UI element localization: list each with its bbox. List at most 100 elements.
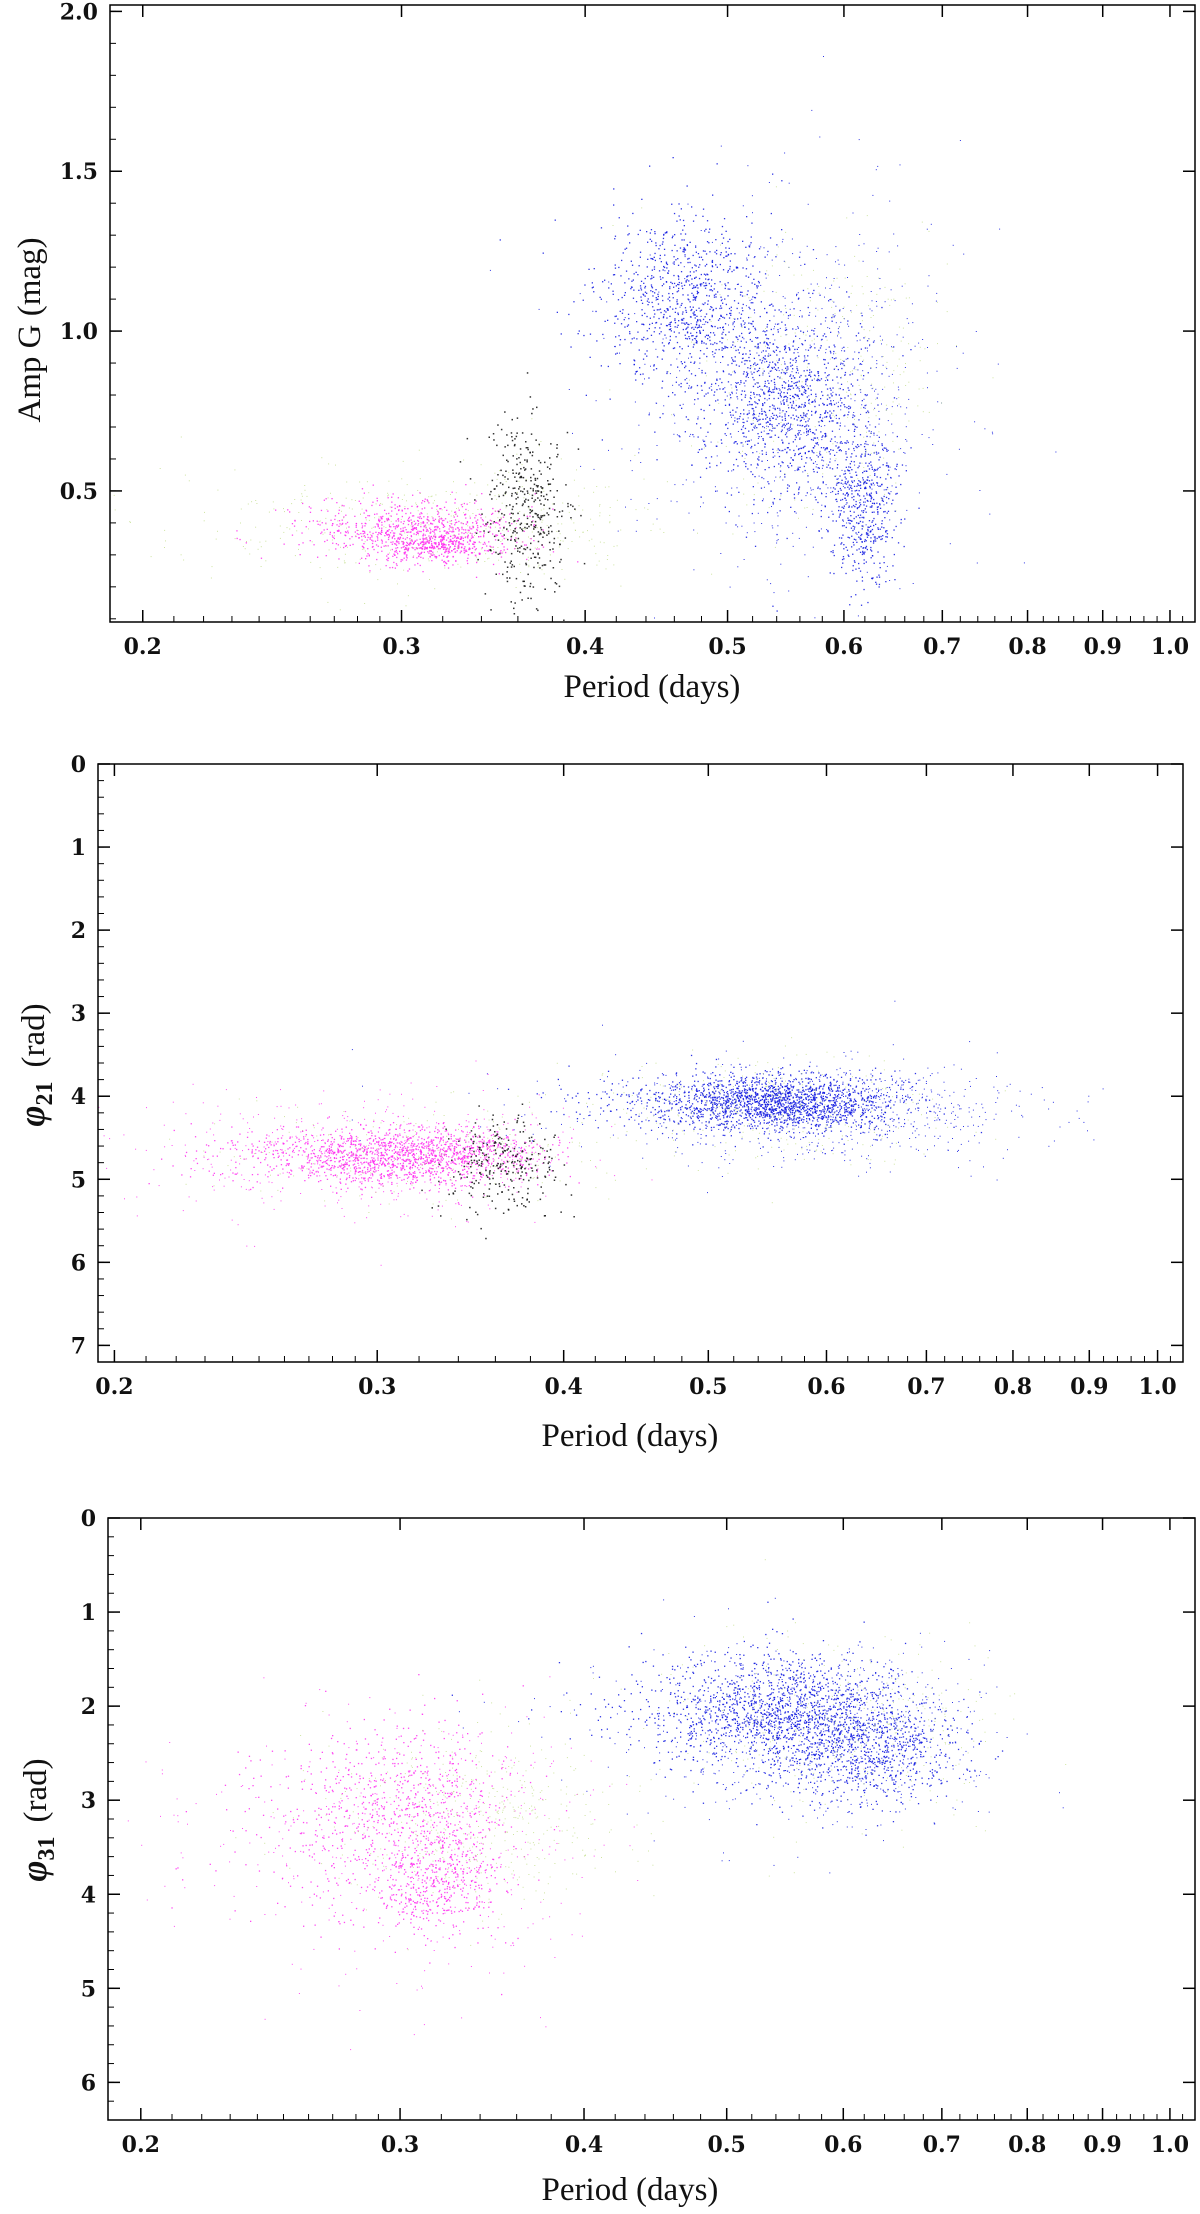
scatter-point [800, 499, 803, 501]
scatter-point [886, 408, 888, 410]
scatter-point [308, 506, 310, 508]
scatter-point [459, 542, 462, 545]
scatter-point [454, 511, 457, 513]
scatter-point [419, 478, 421, 480]
scatter-point [245, 542, 247, 544]
scatter-point [758, 423, 760, 426]
scatter-point [853, 499, 855, 501]
scatter-point [556, 456, 558, 458]
scatter-point [335, 464, 336, 466]
scatter-point [876, 251, 878, 252]
scatter-point [524, 523, 526, 525]
scatter-point [726, 313, 728, 316]
scatter-point [765, 451, 767, 453]
scatter-point [399, 505, 401, 507]
scatter-point [830, 551, 832, 553]
scatter-point [364, 525, 366, 527]
scatter-point [781, 419, 784, 421]
scatter-point [865, 511, 867, 513]
scatter-point [403, 548, 406, 551]
scatter-point [670, 500, 672, 502]
scatter-point [807, 430, 809, 432]
scatter-point [776, 323, 779, 325]
scatter-point [689, 301, 691, 303]
scatter-point [829, 410, 831, 412]
scatter-point [773, 592, 775, 594]
scatter-point [876, 508, 879, 511]
scatter-point [830, 400, 832, 402]
scatter-point [761, 413, 763, 415]
scatter-point [835, 484, 838, 486]
scatter-point [596, 486, 598, 487]
scatter-point [391, 566, 394, 569]
scatter-point [647, 258, 649, 260]
scatter-point [731, 387, 733, 389]
scatter-point [804, 339, 806, 342]
scatter-point [497, 522, 499, 524]
scatter-point [873, 326, 875, 328]
scatter-point [725, 251, 727, 253]
scatter-point [466, 560, 468, 562]
scatter-point [745, 376, 747, 378]
scatter-point [379, 504, 381, 506]
scatter-point [789, 401, 792, 404]
scatter-point [740, 317, 742, 319]
scatter-point [818, 404, 820, 406]
scatter-point [255, 500, 257, 501]
scatter-point [769, 370, 771, 372]
scatter-point [693, 529, 695, 531]
scatter-point [869, 424, 871, 426]
scatter-point [782, 296, 784, 298]
scatter-point [689, 261, 691, 264]
scatter-point [776, 542, 778, 544]
scatter-point [848, 484, 851, 486]
scatter-point [447, 548, 448, 550]
scatter-point [831, 357, 834, 359]
scatter-point [851, 453, 853, 455]
scatter-point [858, 465, 860, 467]
scatter-point [830, 487, 832, 489]
scatter-point [726, 255, 728, 257]
scatter-point [766, 421, 768, 423]
scatter-point [338, 520, 341, 522]
scatter-point [779, 498, 781, 501]
scatter-point [459, 536, 461, 538]
scatter-point [845, 442, 847, 444]
scatter-point [771, 391, 773, 394]
scatter-point [372, 484, 374, 486]
scatter-point [424, 534, 426, 536]
scatter-point [588, 268, 590, 270]
scatter-point [751, 195, 753, 197]
scatter-point [783, 427, 785, 429]
scatter-point [452, 555, 454, 558]
scatter-point [785, 432, 788, 434]
scatter-point [695, 214, 697, 217]
scatter-point [641, 338, 643, 340]
scatter-point [743, 425, 745, 426]
scatter-point [698, 307, 700, 309]
scatter-point [796, 381, 798, 383]
scatter-point [761, 408, 763, 410]
scatter-point [503, 546, 505, 548]
scatter-point [715, 445, 717, 447]
scatter-point [367, 536, 369, 539]
scatter-point [430, 540, 433, 542]
scatter-point [768, 347, 770, 349]
scatter-point [788, 466, 790, 469]
scatter-point [691, 341, 693, 343]
scatter-point [852, 541, 854, 544]
scatter-point [777, 397, 780, 399]
scatter-point [473, 545, 476, 548]
scatter-point [810, 389, 812, 391]
scatter-point [860, 604, 863, 606]
scatter-point [727, 269, 729, 272]
scatter-point [815, 429, 817, 431]
scatter-point [422, 543, 425, 545]
scatter-point [750, 423, 752, 425]
scatter-point [772, 451, 774, 454]
scatter-point [416, 548, 418, 550]
scatter-point [381, 503, 383, 505]
scatter-point [672, 262, 674, 264]
scatter-point [879, 288, 881, 290]
scatter-point [753, 413, 755, 416]
